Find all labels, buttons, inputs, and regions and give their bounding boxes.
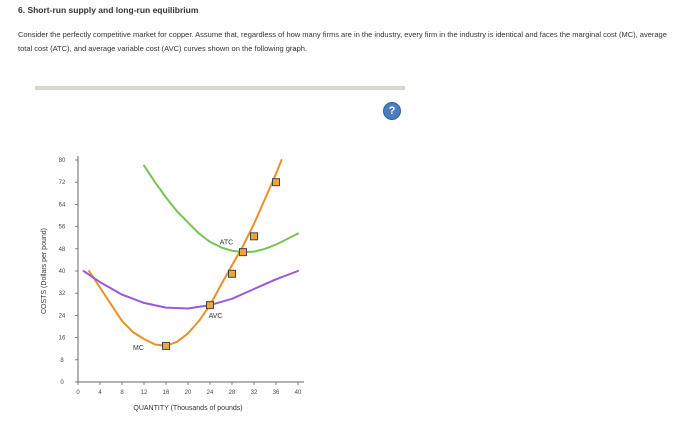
y-tick-label: 72 [59, 180, 66, 186]
x-tick-label: 0 [76, 390, 80, 396]
mc-point-marker[interactable] [228, 269, 236, 278]
x-tick-label: 12 [141, 390, 148, 396]
curve-labels: ATC AVC MC [133, 240, 233, 352]
x-tick-label: 16 [163, 390, 170, 396]
y-tick-label: 16 [59, 336, 66, 342]
y-tick-label: 56 [59, 225, 66, 231]
atc-curve [143, 164, 299, 254]
mc-point-marker[interactable] [239, 248, 247, 257]
x-tick-label: 32 [251, 390, 258, 396]
y-tick-label: 48 [59, 247, 66, 253]
y-tick-label: 24 [59, 313, 66, 319]
help-icon[interactable]: ? [383, 102, 401, 120]
x-tick-label: 28 [229, 390, 236, 396]
y-tick-label: 0 [60, 380, 64, 386]
divider [35, 86, 405, 90]
mc-point-marker[interactable] [272, 178, 280, 187]
x-tick-label: 4 [98, 390, 102, 396]
y-tick-label: 8 [60, 358, 64, 364]
x-tick-label: 20 [185, 390, 192, 396]
curve-markers[interactable] [162, 178, 280, 350]
mc-point-marker[interactable] [206, 301, 214, 310]
mc-point-marker[interactable] [162, 341, 170, 350]
atc-label: ATC [220, 240, 233, 247]
y-tick-label: 32 [59, 291, 66, 297]
y-axis-label: COSTS (Dollars per pound) [41, 228, 48, 314]
mc-point-marker[interactable] [250, 232, 258, 241]
x-tick-label: 40 [295, 390, 302, 396]
x-axis-label: QUANTITY (Thousands of pounds) [133, 405, 242, 412]
question-text: Consider the perfectly competitive marke… [18, 30, 667, 53]
x-tick-label: 24 [207, 390, 214, 396]
mc-curve [88, 159, 283, 347]
y-tick-label: 80 [59, 158, 66, 164]
y-tick-label: 40 [59, 269, 66, 275]
x-tick-label: 36 [273, 390, 280, 396]
mc-label: MC [133, 345, 144, 352]
y-tick-label: 64 [59, 202, 66, 208]
x-tick-label: 8 [120, 390, 124, 396]
question-title: 6. Short-run supply and long-run equilib… [18, 5, 199, 15]
avc-label: AVC [209, 313, 223, 320]
avc-curve [82, 270, 299, 310]
cost-curves [82, 159, 299, 347]
